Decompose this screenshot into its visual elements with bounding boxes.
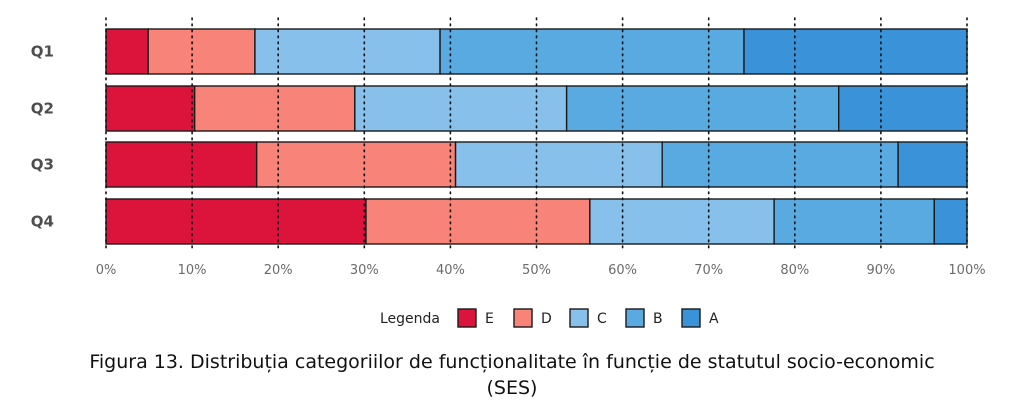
bar-segment-q2-c (354, 85, 568, 132)
legend-swatch-c (569, 308, 589, 328)
bar-segment-q4-a (933, 198, 968, 245)
x-axis-ticks: 0% 10% 20% 30% 40% 50% 60% 70% 80% 90% 100% (96, 263, 986, 278)
x-tick-label-0: 0% (96, 263, 117, 278)
figure-caption-line1: Figura 13. Distribuția categoriilor de f… (89, 351, 935, 373)
category-label-q2: Q2 (31, 100, 54, 118)
bar-segment-q4-b (773, 198, 935, 245)
bar-segment-q3-e (105, 141, 258, 188)
stacked-bar-chart: Q1 Q2 Q3 Q4 0% 10% 20% 30% 40% 50% 60% 70% 80% 90% 10… (31, 17, 986, 328)
legend-label-c: C (597, 311, 607, 327)
legend-swatch-d (513, 308, 533, 328)
bar-segment-q1-a (743, 28, 968, 75)
x-tick-label-8: 80% (780, 263, 809, 278)
bar-segment-q3-d (255, 141, 457, 188)
x-tick-label-2: 20% (264, 263, 293, 278)
x-tick-label-10: 100% (948, 263, 985, 278)
bar-segment-q2-d (193, 85, 356, 132)
legend-label-b: B (653, 311, 663, 327)
bars-layer (105, 28, 968, 245)
legend-swatch-b (625, 308, 645, 328)
figure-caption-line2: (SES) (486, 377, 538, 399)
legend: Legenda E D C B A (380, 308, 719, 328)
x-tick-label-9: 90% (866, 263, 895, 278)
bar-segment-q1-d (147, 28, 256, 75)
category-label-q3: Q3 (31, 156, 54, 174)
bar-segment-q3-c (454, 141, 663, 188)
x-tick-label-1: 10% (178, 263, 207, 278)
legend-swatch-e (457, 308, 477, 328)
legend-swatch-a (681, 308, 701, 328)
x-tick-label-7: 70% (694, 263, 723, 278)
bar-segment-q1-b (439, 28, 745, 75)
bar-segment-q4-e (105, 198, 367, 245)
x-tick-label-5: 50% (522, 263, 551, 278)
legend-label-e: E (485, 311, 494, 327)
category-labels: Q1 Q2 Q3 Q4 (31, 43, 54, 231)
legend-label-d: D (541, 311, 552, 327)
bar-segment-q2-a (838, 85, 968, 132)
x-tick-label-3: 30% (350, 263, 379, 278)
bar-segment-q3-a (897, 141, 968, 188)
x-tick-label-4: 40% (436, 263, 465, 278)
bar-segment-q3-b (661, 141, 899, 188)
bar-segment-q1-e (105, 28, 149, 75)
category-label-q1: Q1 (31, 43, 54, 61)
bar-segment-q1-c (254, 28, 441, 75)
bar-segment-q2-b (565, 85, 840, 132)
x-tick-label-6: 60% (608, 263, 637, 278)
legend-label-a: A (709, 311, 719, 327)
bar-segment-q2-e (105, 85, 196, 132)
bar-segment-q4-c (589, 198, 775, 245)
bar-segment-q4-d (365, 198, 591, 245)
legend-title: Legenda (380, 311, 440, 327)
category-label-q4: Q4 (31, 213, 54, 231)
